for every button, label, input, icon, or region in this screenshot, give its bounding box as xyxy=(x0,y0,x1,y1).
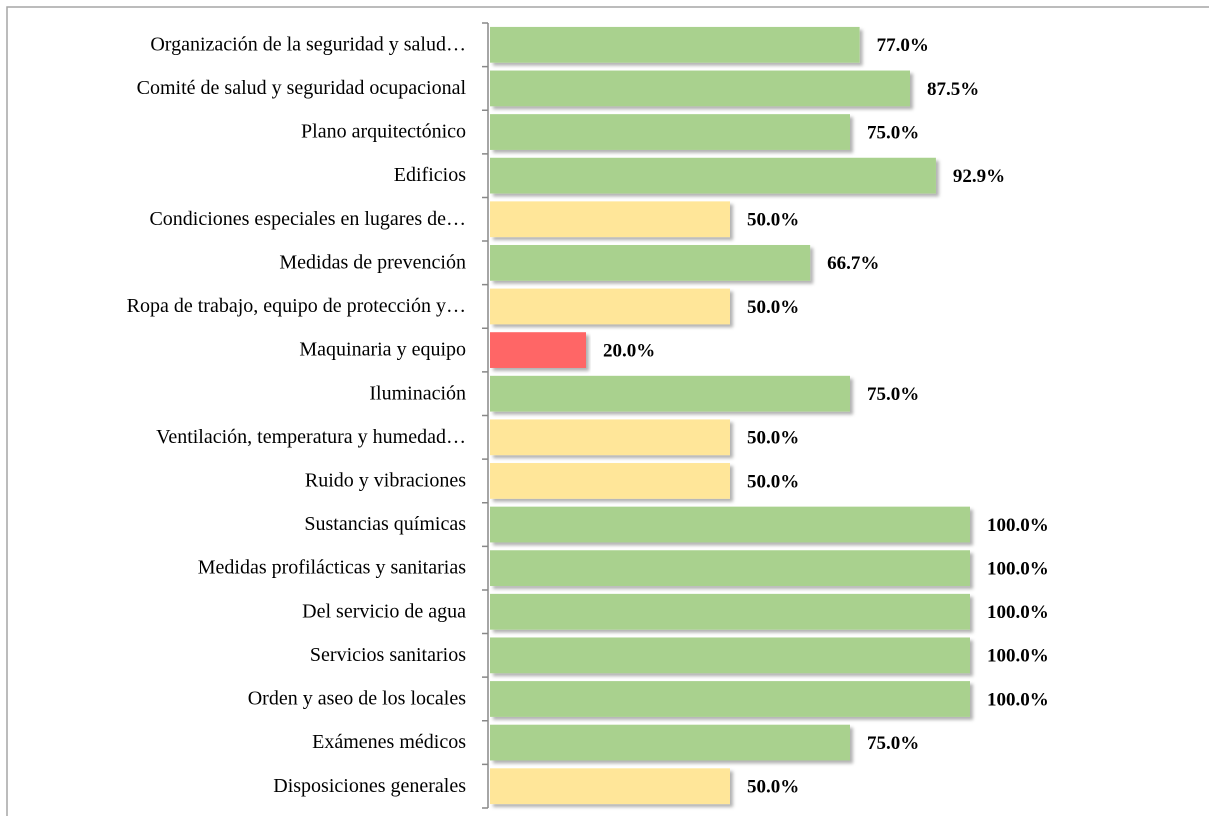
category-label: Iluminación xyxy=(369,382,466,404)
value-label: 50.0% xyxy=(747,471,799,492)
category-label: Maquinaria y equipo xyxy=(299,339,466,361)
bar xyxy=(490,506,970,543)
category-label: Ventilación, temperatura y humedad… xyxy=(156,426,466,448)
value-label: 100.0% xyxy=(987,515,1049,536)
value-label: 75.0% xyxy=(867,733,919,754)
bar xyxy=(490,724,850,761)
bar xyxy=(490,70,910,107)
value-label: 100.0% xyxy=(987,602,1049,623)
category-label: Edificios xyxy=(394,164,466,186)
category-label: Condiciones especiales en lugares de… xyxy=(149,208,466,230)
value-label: 77.0% xyxy=(877,35,929,56)
category-label: Disposiciones generales xyxy=(273,775,466,797)
category-label: Del servicio de agua xyxy=(302,600,466,622)
bar xyxy=(490,419,730,456)
bar xyxy=(490,114,850,150)
y-axis xyxy=(482,22,489,809)
category-label: Medidas profilácticas y sanitarias xyxy=(198,557,466,579)
category-label: Organización de la seguridad y salud… xyxy=(150,33,466,55)
bar xyxy=(490,681,970,717)
chart-frame xyxy=(6,6,1209,816)
category-label: Comité de salud y seguridad ocupacional xyxy=(137,77,467,99)
category-label: Ropa de trabajo, equipo de protección y… xyxy=(127,295,466,317)
bar xyxy=(490,550,970,587)
bar xyxy=(490,593,970,630)
bar xyxy=(490,463,730,499)
value-label: 75.0% xyxy=(867,122,919,143)
category-label: Medidas de prevención xyxy=(279,251,466,273)
value-label: 50.0% xyxy=(747,428,799,449)
bar xyxy=(490,768,730,805)
category-label: Orden y aseo de los locales xyxy=(248,688,466,710)
bar xyxy=(490,244,811,281)
value-label: 100.0% xyxy=(987,558,1049,579)
value-label: 50.0% xyxy=(747,210,799,231)
bar xyxy=(490,375,850,412)
category-label: Ruido y vibraciones xyxy=(305,470,466,492)
bar xyxy=(490,157,936,194)
value-label: 50.0% xyxy=(747,297,799,318)
category-label: Servicios sanitarios xyxy=(310,644,466,666)
category-label: Exámenes médicos xyxy=(312,731,466,753)
value-label: 50.0% xyxy=(747,777,799,798)
bar xyxy=(490,288,730,325)
value-label: 87.5% xyxy=(927,79,979,100)
bar xyxy=(490,637,970,674)
value-label: 92.9% xyxy=(953,166,1005,187)
value-label: 100.0% xyxy=(987,646,1049,667)
value-label: 75.0% xyxy=(867,384,919,405)
value-label: 66.7% xyxy=(827,253,879,274)
bar xyxy=(490,26,860,63)
category-label: Sustancias químicas xyxy=(304,513,466,535)
bar xyxy=(490,332,586,368)
value-label: 20.0% xyxy=(603,340,655,361)
category-label: Plano arquitectónico xyxy=(301,121,466,143)
bar xyxy=(490,201,730,238)
value-label: 100.0% xyxy=(987,689,1049,710)
